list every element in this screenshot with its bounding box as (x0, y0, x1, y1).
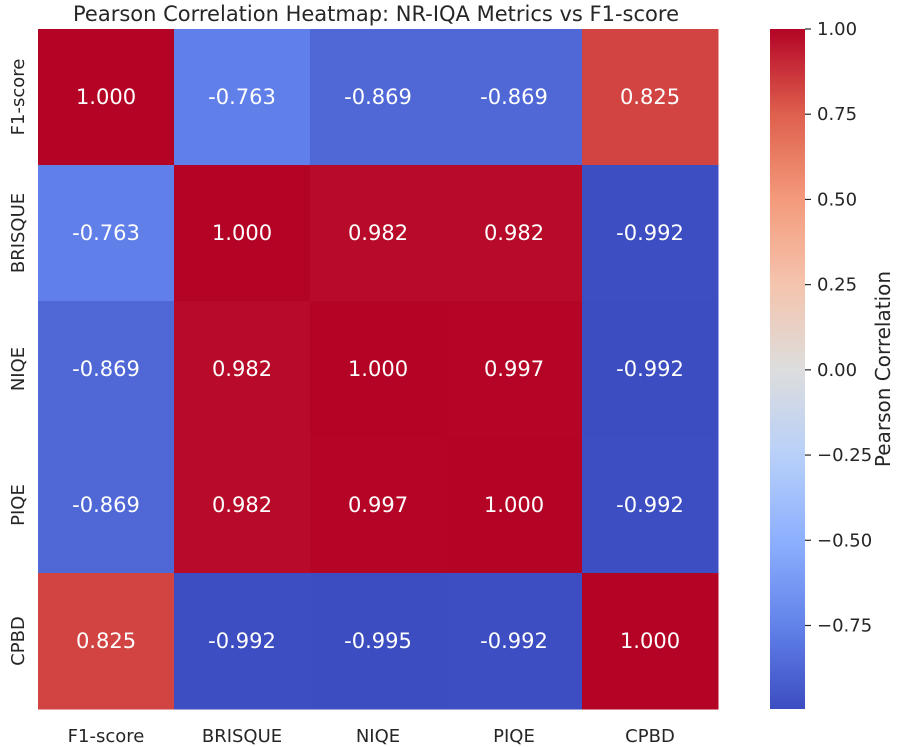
cell-value-label: -0.869 (344, 85, 412, 109)
colorbar-tick-label: −0.50 (817, 530, 872, 551)
y-axis-ticks: F1-score BRISQUE NIQE PIQE CPBD (8, 59, 29, 666)
heatmap-cell (174, 165, 311, 302)
heatmap-cell (38, 573, 175, 710)
heatmap-cell (446, 29, 583, 166)
heatmap-cell (310, 165, 447, 302)
heatmap-cell (310, 301, 447, 438)
cell-value-label: -0.763 (208, 85, 276, 109)
cell-value-label: 1.000 (348, 357, 408, 381)
cell-value-label: 1.000 (212, 221, 272, 245)
heatmap-cell (582, 165, 719, 302)
cell-value-label: 0.825 (76, 629, 136, 653)
heatmap-cell (38, 165, 175, 302)
y-tick-label: BRISQUE (8, 193, 29, 273)
heatmap-cell (310, 29, 447, 166)
colorbar-tick-label: −0.75 (817, 615, 872, 636)
heatmap-cell (38, 29, 175, 166)
cell-value-label: -0.763 (72, 221, 140, 245)
heatmap-cell (582, 301, 719, 438)
heatmap-cell (446, 573, 583, 710)
colorbar-tick-label: 0.25 (817, 275, 857, 296)
y-tick-label: F1-score (8, 59, 29, 136)
y-tick-label: CPBD (8, 616, 29, 666)
colorbar-tick-label: −0.25 (817, 445, 872, 466)
cell-value-label: 0.982 (212, 357, 272, 381)
cell-value-label: 1.000 (484, 493, 544, 517)
chart-title: Pearson Correlation Heatmap: NR-IQA Metr… (73, 2, 679, 26)
cell-value-label: 0.997 (348, 493, 408, 517)
colorbar-ticks: 1.00 0.75 0.50 0.25 0.00 −0.25 −0.50 −0.75 (805, 19, 872, 636)
heatmap-cells: 1.000 -0.763 -0.869 -0.869 0.825 -0.763 1.000 0… (38, 29, 719, 710)
cell-value-label: 0.982 (484, 221, 544, 245)
x-axis-ticks: F1-score BRISQUE NIQE PIQE CPBD (68, 726, 675, 747)
x-tick-label: F1-score (68, 726, 145, 747)
colorbar (770, 29, 805, 709)
colorbar-tick-label: 0.75 (817, 104, 857, 125)
cell-value-label: 0.982 (212, 493, 272, 517)
heatmap-cell (38, 437, 175, 574)
heatmap-cell (174, 301, 311, 438)
heatmap-cell (446, 437, 583, 574)
y-tick-label: NIQE (8, 347, 29, 391)
cell-value-label: -0.992 (616, 221, 684, 245)
colorbar-gradient (770, 29, 805, 709)
cell-value-label: -0.992 (208, 629, 276, 653)
x-tick-label: NIQE (356, 726, 400, 747)
heatmap-cell (310, 437, 447, 574)
cell-value-label: 0.997 (484, 357, 544, 381)
heatmap-cell (582, 29, 719, 166)
cell-value-label: -0.869 (72, 493, 140, 517)
heatmap-cell (174, 437, 311, 574)
colorbar-label: Pearson Correlation (871, 271, 895, 467)
heatmap-cell (446, 165, 583, 302)
heatmap-cell (174, 29, 311, 166)
cell-value-label: -0.995 (344, 629, 412, 653)
cell-value-label: -0.992 (480, 629, 548, 653)
cell-value-label: 1.000 (76, 85, 136, 109)
colorbar-tick-label: 1.00 (817, 19, 857, 40)
colorbar-tick-label: 0.50 (817, 189, 857, 210)
heatmap-cell (446, 301, 583, 438)
cell-value-label: 0.825 (620, 85, 680, 109)
heatmap-cell (310, 573, 447, 710)
cell-value-label: -0.992 (616, 357, 684, 381)
heatmap-cell (174, 573, 311, 710)
cell-value-label: 0.982 (348, 221, 408, 245)
x-tick-label: CPBD (625, 726, 675, 747)
y-tick-label: PIQE (8, 484, 29, 526)
heatmap-cell (582, 437, 719, 574)
heatmap-cell (38, 301, 175, 438)
colorbar-tick-label: 0.00 (817, 360, 857, 381)
cell-value-label: 1.000 (620, 629, 680, 653)
cell-value-label: -0.869 (480, 85, 548, 109)
cell-value-label: -0.869 (72, 357, 140, 381)
x-tick-label: BRISQUE (202, 726, 282, 747)
cell-value-label: -0.992 (616, 493, 684, 517)
x-tick-label: PIQE (493, 726, 535, 747)
heatmap-cell (582, 573, 719, 710)
